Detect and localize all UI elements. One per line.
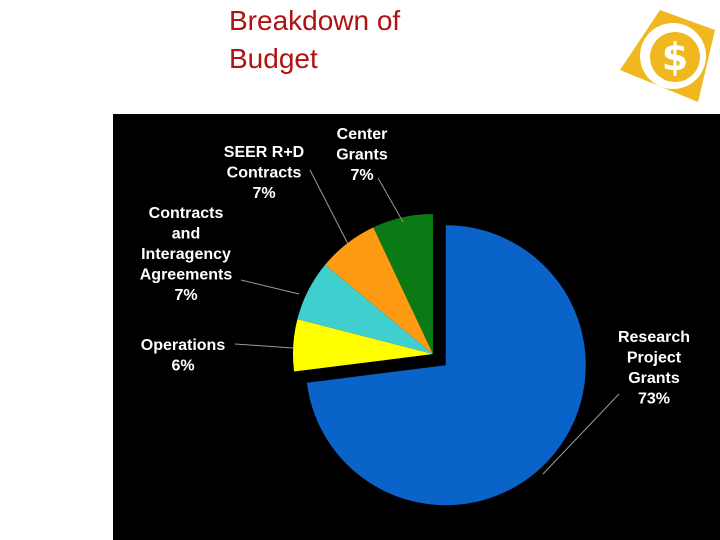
pie-label-operations: Operations 6%: [141, 337, 226, 375]
pie-label-line: Center: [337, 126, 388, 143]
leader-line-seer: [309, 169, 349, 245]
pie-label-seer: SEER R+D Contracts 7%: [224, 144, 304, 202]
pie-label-line: 7%: [350, 167, 373, 184]
pie-label-line: Research: [618, 329, 690, 346]
slide-title: Breakdown of Budget: [229, 2, 559, 78]
pie-slices: [292, 214, 586, 506]
pie-label-line: Contracts: [227, 165, 302, 182]
pie-label-line: 73%: [638, 391, 670, 408]
leader-line-research: [542, 393, 620, 475]
pie-slice-operations: [292, 319, 433, 372]
leader-line-operations: [234, 343, 294, 349]
pie-label-line: 6%: [171, 358, 194, 375]
pie-label-line: Project: [627, 350, 682, 367]
dollar-sign-icon: $: [620, 10, 715, 102]
pie-labels: Research Project Grants 73% Operations 6% Cont…: [140, 126, 690, 408]
pie-label-line: Operations: [141, 337, 226, 354]
slide-title-line-2: Budget: [229, 43, 318, 74]
pie-leader-lines: [234, 169, 620, 475]
leader-line-contracts: [240, 279, 300, 295]
logo-ring-inner: [650, 32, 700, 82]
logo-dollar-glyph: $: [662, 35, 688, 79]
pie-label-center: Center Grants 7%: [336, 126, 388, 184]
pie-label-line: Grants: [628, 370, 680, 387]
pie-slice-contracts: [297, 264, 433, 354]
pie-label-line: 7%: [252, 185, 275, 202]
dollar-logo: $: [618, 6, 718, 106]
pie-chart-panel: Research Project Grants 73% Operations 6% Cont…: [113, 114, 720, 540]
pie-label-line: Grants: [336, 147, 388, 164]
pie-chart: Research Project Grants 73% Operations 6% Cont…: [140, 126, 690, 506]
pie-slice-center: [373, 214, 433, 354]
pie-label-line: Contracts: [149, 205, 224, 222]
pie-label-line: 7%: [174, 287, 197, 304]
pie-label-research: Research Project Grants 73%: [618, 329, 690, 408]
pie-label-line: SEER R+D: [224, 144, 304, 161]
pie-label-line: Agreements: [140, 267, 233, 284]
pie-slice-seer: [325, 227, 433, 354]
pie-slice-research: [306, 225, 586, 506]
slide-title-line-1: Breakdown of: [229, 5, 401, 36]
leader-line-center: [377, 177, 404, 223]
pie-label-line: and: [172, 226, 200, 243]
pie-label-contracts: Contracts and Interagency Agreements 7%: [140, 205, 233, 304]
pie-label-line: Interagency: [141, 246, 231, 263]
